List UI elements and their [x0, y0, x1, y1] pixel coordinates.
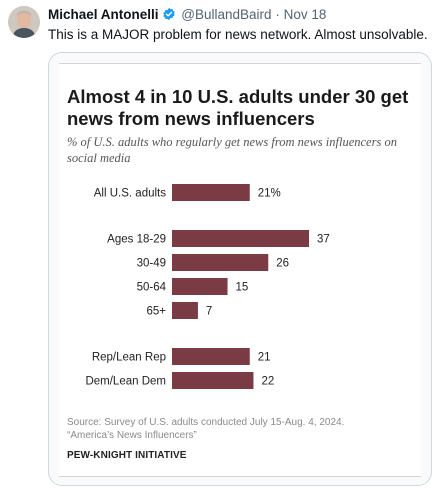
value-label: 37 [317, 234, 330, 246]
verified-badge-icon [162, 7, 175, 21]
category-label: Dem/Lean Dem [85, 376, 166, 388]
avatar[interactable] [8, 6, 40, 38]
tweet-date[interactable]: Nov 18 [283, 7, 327, 22]
category-label: 30-49 [137, 258, 166, 270]
bar [172, 230, 309, 247]
bar [172, 278, 228, 295]
tweet-text: This is a MAJOR problem for news network… [48, 27, 428, 42]
avatar-photo [8, 6, 40, 38]
bar [172, 348, 250, 365]
media-attachment[interactable]: Almost 4 in 10 U.S. adults under 30 get … [48, 52, 432, 486]
category-label: 50-64 [137, 282, 167, 294]
category-label: Ages 18-29 [107, 234, 166, 246]
bar [172, 302, 198, 319]
chart-subtitle: % of U.S. adults who regularly get news … [67, 135, 397, 165]
value-label: 21% [258, 188, 281, 200]
tweet-header: Michael Antonelli @BullandBaird · Nov 18 [48, 7, 326, 23]
value-label: 15 [236, 282, 249, 294]
category-label: Rep/Lean Rep [92, 352, 166, 364]
value-label: 26 [276, 258, 289, 270]
bar [172, 372, 254, 389]
chart-title: Almost 4 in 10 U.S. adults under 30 get … [67, 86, 409, 129]
chart-source: Source: Survey of U.S. adults conducted … [67, 416, 412, 442]
author-handle[interactable]: @BullandBaird [181, 7, 272, 22]
organization-label: PEW-KNIGHT INITIATIVE [67, 450, 187, 461]
category-label: 65+ [146, 306, 166, 318]
bar [172, 184, 250, 201]
separator-dot: · [275, 7, 280, 22]
value-label: 22 [261, 376, 274, 388]
category-label: All U.S. adults [94, 188, 166, 200]
value-label: 7 [206, 306, 212, 318]
value-label: 21 [258, 352, 271, 364]
source-line-1: Source: Survey of U.S. adults conducted … [67, 417, 345, 428]
author-name[interactable]: Michael Antonelli [48, 7, 159, 22]
chart-image: Almost 4 in 10 U.S. adults under 30 get … [59, 63, 421, 477]
bar-chart: All U.S. adults 21% Ages 18-29 37 30-49 26 50-… [85, 184, 330, 389]
source-line-2: “America’s News Influencers” [67, 430, 197, 441]
bar [172, 254, 269, 271]
